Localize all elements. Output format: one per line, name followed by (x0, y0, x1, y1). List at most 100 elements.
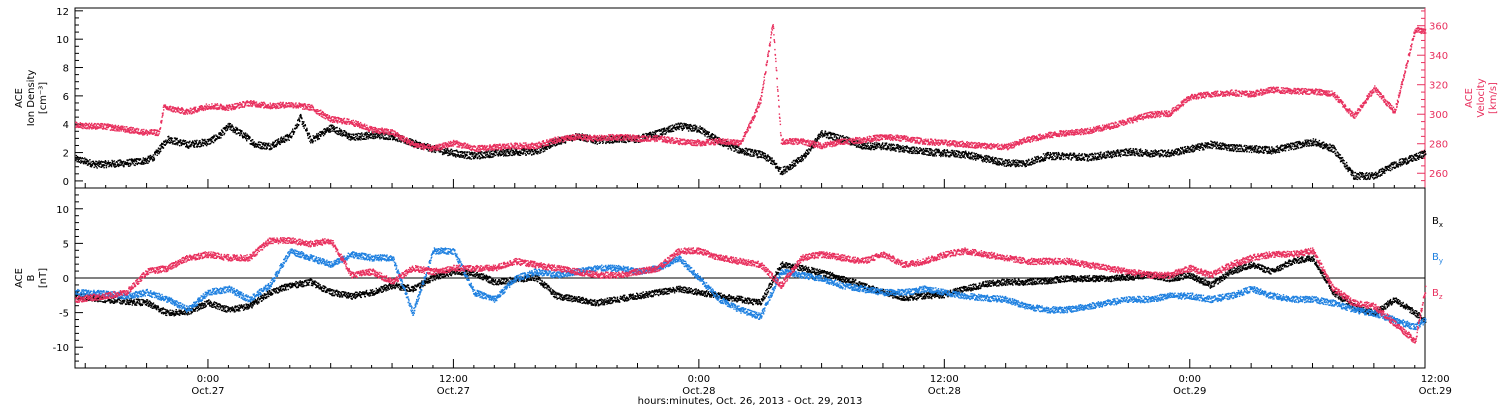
data-point (517, 153, 520, 155)
data-point (514, 153, 516, 155)
data-point (266, 146, 268, 148)
data-point (548, 143, 551, 145)
data-point (868, 148, 870, 150)
data-point (122, 161, 124, 163)
data-point (327, 127, 329, 129)
data-point (443, 148, 446, 151)
data-point (939, 153, 942, 156)
data-point (99, 163, 102, 165)
data-point (1060, 156, 1062, 158)
data-point (1075, 159, 1077, 161)
data-point (782, 166, 785, 168)
data-point (1073, 155, 1075, 157)
data-point (352, 134, 355, 137)
data-point (545, 148, 547, 150)
data-point (1213, 144, 1215, 146)
data-point (327, 128, 329, 130)
data-point (1270, 151, 1272, 153)
data-point (505, 154, 508, 156)
data-point (1165, 151, 1167, 154)
data-point (1092, 158, 1094, 160)
data-point (251, 143, 254, 145)
data-point (155, 149, 158, 151)
data-point (772, 163, 774, 166)
data-point (192, 141, 195, 143)
data-point (427, 143, 429, 145)
data-point (627, 135, 630, 137)
data-point (1278, 151, 1281, 153)
data-point (991, 160, 993, 163)
data-point (131, 158, 133, 160)
data-point (684, 124, 686, 126)
data-point (1006, 162, 1008, 164)
data-point (1226, 149, 1228, 151)
data-point (1057, 153, 1060, 156)
data-point (1135, 152, 1137, 155)
data-point (509, 153, 511, 155)
data-point (79, 161, 81, 163)
data-point (160, 147, 162, 149)
data-point (472, 157, 474, 160)
data-point (367, 138, 369, 140)
data-point (139, 162, 141, 165)
data-point (169, 142, 171, 144)
data-point (659, 130, 661, 132)
data-point (1141, 150, 1143, 152)
data-point (1218, 147, 1220, 149)
data-point (579, 139, 582, 141)
data-point (279, 140, 281, 143)
data-point (808, 148, 810, 150)
data-point (1145, 153, 1147, 155)
data-point (662, 129, 665, 131)
data-point (490, 150, 492, 153)
data-point (210, 138, 213, 141)
data-point (186, 145, 189, 147)
data-point (767, 160, 769, 162)
data-point (302, 121, 304, 123)
data-point (346, 137, 349, 139)
data-point (326, 128, 328, 131)
data-point (682, 128, 684, 130)
data-point (1139, 148, 1142, 150)
data-point (148, 160, 150, 163)
data-point (673, 126, 675, 128)
data-point (668, 127, 670, 130)
data-point (486, 152, 488, 154)
data-point (357, 139, 359, 141)
data-point (787, 169, 790, 171)
data-point (1197, 148, 1199, 150)
data-point (1201, 143, 1204, 145)
data-point (251, 142, 253, 145)
data-point (993, 162, 996, 165)
data-point (851, 142, 853, 145)
data-point (1157, 153, 1159, 155)
data-point (371, 135, 374, 137)
data-point (473, 156, 475, 159)
data-point (367, 136, 369, 138)
data-point (1118, 153, 1121, 155)
data-point (498, 152, 501, 154)
data-point (1001, 164, 1003, 166)
data-point (1033, 159, 1035, 162)
data-point (789, 167, 792, 169)
data-point (910, 150, 912, 153)
data-point (1271, 148, 1273, 150)
data-point (778, 170, 780, 172)
data-point (930, 148, 932, 150)
data-point (624, 135, 626, 137)
data-point (841, 136, 843, 138)
data-point (1064, 158, 1066, 160)
data-point (232, 131, 234, 133)
data-point (757, 156, 760, 158)
data-point (1272, 150, 1274, 153)
data-point (774, 166, 777, 168)
data-point (1187, 150, 1189, 152)
data-point (1251, 145, 1253, 147)
data-point (546, 148, 548, 150)
data-point (872, 145, 874, 148)
data-point (152, 159, 154, 161)
data-point (829, 137, 831, 139)
data-point (908, 147, 910, 150)
